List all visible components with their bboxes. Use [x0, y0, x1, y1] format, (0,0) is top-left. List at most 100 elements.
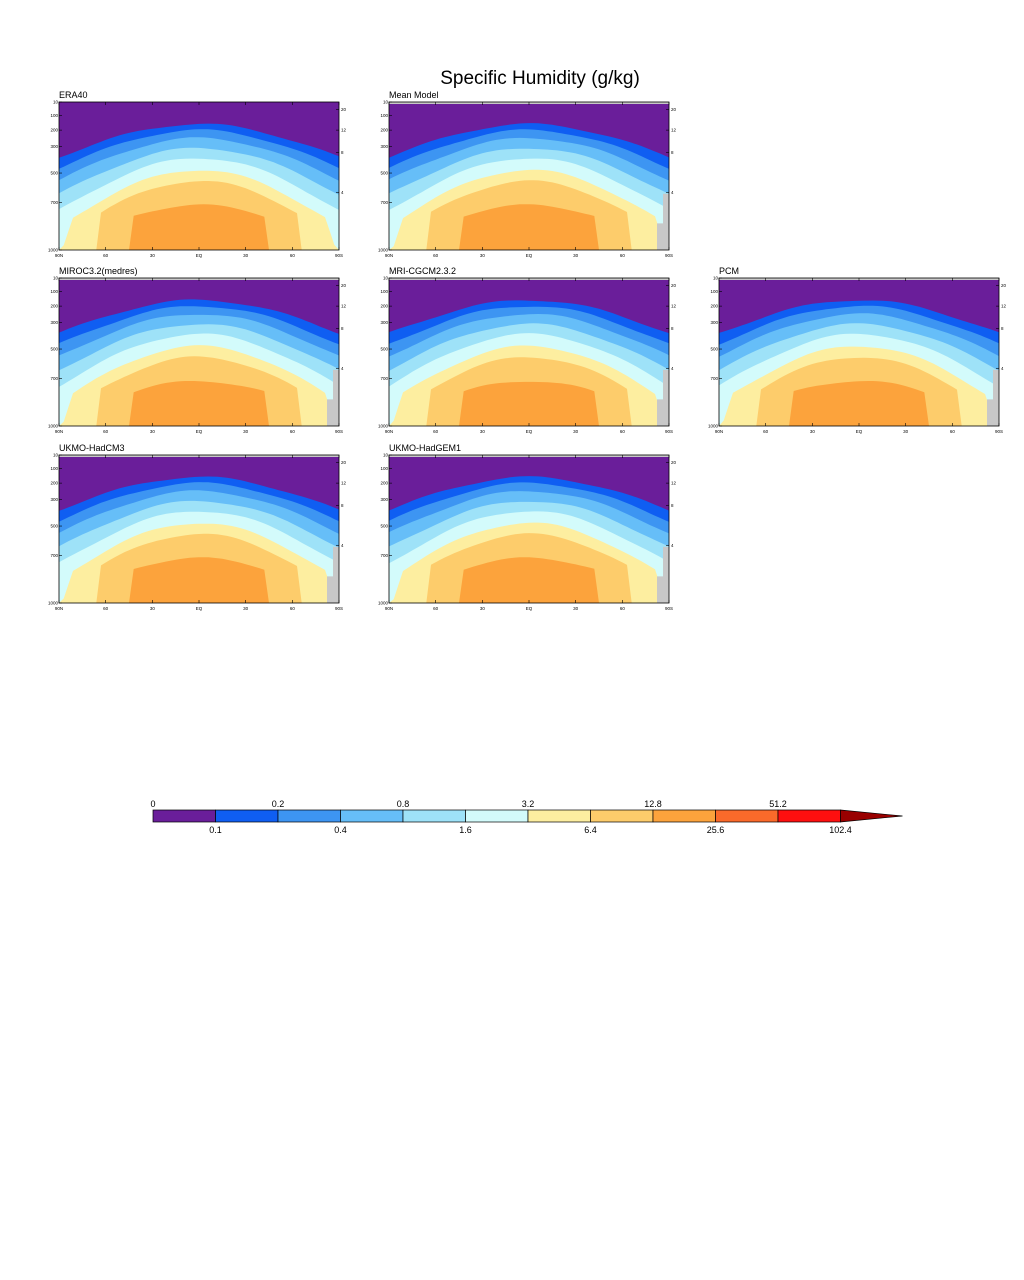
panel: UKMO-HadCM3 90N 60 30 EQ 30 60 90S 10 100 200 300 50… [48, 443, 355, 613]
y-right-tick-label: 8 [1001, 326, 1004, 331]
y-right-tick-label: 8 [671, 150, 674, 155]
panel-title: PCM [719, 266, 739, 276]
x-tick-label: 90S [665, 606, 673, 611]
y-tick-label: 10 [713, 276, 719, 281]
x-tick-label: EQ [196, 429, 203, 434]
y-right-tick-label: 4 [341, 190, 344, 195]
y-tick-label: 1000 [48, 424, 59, 429]
colorbar-box [777, 809, 841, 823]
x-tick-label: 60 [290, 606, 296, 611]
y-tick-label: 500 [710, 347, 718, 352]
x-tick-label: 60 [433, 253, 439, 258]
y-tick-label: 700 [50, 200, 58, 205]
colorbar-box [527, 809, 591, 823]
y-tick-label: 100 [380, 466, 388, 471]
x-tick-label: 90S [335, 253, 343, 258]
x-tick-label: EQ [196, 606, 203, 611]
colorbar-label-top: 51.2 [769, 799, 787, 809]
missing-data-region [327, 369, 339, 426]
panel: ERA40 90N 60 30 EQ 30 60 90S 10 100 200 300 500 700 10… [48, 90, 355, 260]
y-tick-label: 300 [50, 320, 58, 325]
y-right-tick-label: 4 [671, 190, 674, 195]
y-tick-label: 1000 [48, 248, 59, 253]
contour-plot: 90N 60 30 EQ 30 60 90S 10 100 200 300 500 700 1000 20 1… [378, 276, 677, 435]
colorbar-label-bottom: 0.1 [209, 825, 222, 835]
x-tick-label: EQ [856, 429, 863, 434]
y-right-tick-label: 20 [1001, 283, 1007, 288]
y-right-tick-label: 12 [341, 304, 347, 309]
panel-title: Mean Model [389, 90, 439, 100]
y-tick-label: 200 [50, 128, 58, 133]
colorbar-label-bottom: 102.4 [829, 825, 852, 835]
y-right-tick-label: 8 [671, 326, 674, 331]
colorbar-box [152, 809, 216, 823]
colorbar-label-bottom: 6.4 [584, 825, 597, 835]
contour-fill-8 [389, 557, 669, 603]
contour-plot: 90N 60 30 EQ 30 60 90S 10 100 200 300 500 700 1000 20 1… [708, 276, 1007, 435]
y-tick-label: 1000 [378, 424, 389, 429]
x-tick-label: 90S [665, 253, 673, 258]
colorbar-label-bottom: 1.6 [459, 825, 472, 835]
x-tick-label: 60 [103, 253, 109, 258]
y-tick-label: 1000 [378, 248, 389, 253]
contour-fill-8 [59, 557, 339, 603]
y-right-tick-label: 20 [341, 107, 347, 112]
x-tick-label: 30 [573, 429, 579, 434]
colorbar-box [215, 809, 279, 823]
y-right-tick-label: 12 [341, 128, 347, 133]
contour-fill-8 [719, 381, 999, 426]
panel-title: UKMO-HadCM3 [59, 443, 125, 453]
y-right-tick-label: 20 [671, 107, 677, 112]
x-tick-label: 30 [480, 429, 486, 434]
colorbar-box [652, 809, 716, 823]
x-tick-label: 90N [385, 253, 393, 258]
contour-plot: 90N 60 30 EQ 30 60 90S 10 100 200 300 500 700 1000 20 1… [378, 100, 677, 259]
y-tick-label: 300 [380, 144, 388, 149]
y-tick-label: 500 [50, 524, 58, 529]
colorbar-box [340, 809, 404, 823]
y-right-tick-label: 12 [671, 481, 677, 486]
y-tick-label: 100 [50, 466, 58, 471]
colorbar-label-top: 3.2 [522, 799, 535, 809]
colorbar-box [402, 809, 466, 823]
y-tick-label: 200 [50, 481, 58, 486]
y-right-tick-label: 12 [341, 481, 347, 486]
y-right-tick-label: 12 [1001, 304, 1007, 309]
missing-data-region [327, 546, 339, 603]
x-tick-label: 90S [335, 429, 343, 434]
y-tick-label: 300 [380, 320, 388, 325]
y-right-tick-label: 4 [341, 366, 344, 371]
y-tick-label: 500 [380, 347, 388, 352]
y-right-tick-label: 20 [341, 283, 347, 288]
x-tick-label: 60 [103, 606, 109, 611]
contour-plot: 90N 60 30 EQ 30 60 90S 10 100 200 300 500 700 1000 20 1… [48, 100, 347, 259]
x-tick-label: 60 [620, 253, 626, 258]
y-tick-label: 100 [380, 289, 388, 294]
colorbar-label-bottom: 25.6 [707, 825, 725, 835]
y-right-tick-label: 4 [671, 543, 674, 548]
panel-title: MRI-CGCM2.3.2 [389, 266, 457, 276]
colorbar-box [277, 809, 341, 823]
y-tick-label: 10 [383, 100, 389, 105]
x-tick-label: 60 [433, 429, 439, 434]
y-tick-label: 500 [380, 524, 388, 529]
x-tick-label: 90S [665, 429, 673, 434]
y-right-tick-label: 20 [671, 283, 677, 288]
missing-data-region [657, 369, 669, 426]
colorbar-label-bottom: 0.4 [334, 825, 347, 835]
x-tick-label: 60 [620, 429, 626, 434]
colorbar-box [715, 809, 779, 823]
x-tick-label: 90N [385, 606, 393, 611]
x-tick-label: 30 [480, 253, 486, 258]
panel: PCM 90N 60 30 EQ 30 60 90S 10 100 200 300 500 700 1000… [708, 266, 1015, 436]
panel-title: UKMO-HadGEM1 [389, 443, 462, 453]
y-tick-label: 10 [53, 453, 59, 458]
x-tick-label: 60 [763, 429, 769, 434]
x-tick-label: 30 [150, 253, 156, 258]
y-tick-label: 300 [380, 497, 388, 502]
contour-fill-8 [389, 381, 669, 426]
y-tick-label: 200 [380, 481, 388, 486]
x-tick-label: 60 [103, 429, 109, 434]
y-tick-label: 1000 [378, 601, 389, 606]
contour-plot: 90N 60 30 EQ 30 60 90S 10 100 200 300 500 700 1000 20 1… [378, 453, 677, 612]
